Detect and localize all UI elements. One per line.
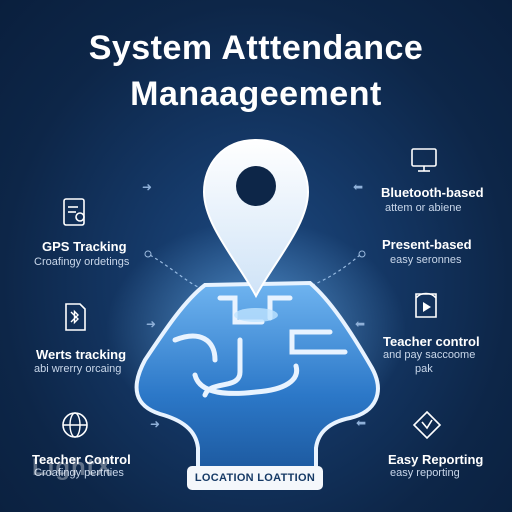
- globe-icon: [58, 408, 92, 442]
- bluetooth-document-icon: [58, 300, 92, 334]
- feature-sub: attem or abiene: [385, 202, 462, 214]
- feature-label: Werts tracking: [36, 347, 127, 362]
- arrow-right-icon: ➜: [142, 180, 153, 194]
- feature-label: Easy Reporting: [388, 452, 484, 467]
- feature-label: Teacher control: [383, 334, 480, 349]
- arrow-left-icon: ⬅: [353, 180, 364, 194]
- feature-werts-tracking: Werts tracking abi wrerry orcaing: [30, 300, 180, 375]
- monitor-icon: [407, 143, 441, 177]
- document-edit-icon: [58, 195, 92, 229]
- arrow-right-icon: ➜: [146, 317, 157, 331]
- page-title-line1: System Atttendance: [88, 29, 424, 67]
- feature-teacher-control-left: Teacher Control Croafingy pertrties: [30, 408, 180, 483]
- arrow-left-icon: ⬅: [355, 317, 366, 331]
- feature-sub: easy seronnes: [390, 254, 462, 266]
- feature-sub: Croafingy ordetings: [34, 256, 130, 268]
- feature-sub: easy reporting: [390, 467, 460, 479]
- feature-sub: Croafingy pertrties: [34, 467, 124, 479]
- play-document-icon: [409, 288, 443, 322]
- feature-sub-2: pak: [415, 363, 433, 375]
- feature-label: Teacher Control: [32, 452, 131, 467]
- page-title-line2: Manaageement: [130, 75, 382, 113]
- location-badge: LOCATION LOATTION: [187, 466, 323, 490]
- feature-bluetooth-based: Bluetooth-based attem or abiene: [375, 143, 512, 218]
- feature-gps-tracking: GPS Tracking Croafingy ordetings: [30, 195, 180, 270]
- feature-easy-reporting: Easy Reporting easy reporting: [380, 408, 512, 483]
- feature-sub: abi wrerry orcaing: [34, 363, 122, 375]
- feature-label: Bluetooth-based: [381, 185, 484, 200]
- feature-label: GPS Tracking: [42, 239, 127, 254]
- arrow-right-icon: ➜: [150, 417, 161, 431]
- tag-icon: [410, 408, 444, 442]
- watermark: LightX: [32, 454, 113, 481]
- feature-present-based: Present-based easy seronnes: [380, 237, 512, 277]
- feature-label: Present-based: [382, 237, 472, 252]
- feature-teacher-control-right: Teacher control and pay saccoome pak: [375, 288, 512, 378]
- feature-sub: and pay saccoome: [383, 349, 476, 361]
- arrow-left-icon: ⬅: [356, 416, 367, 430]
